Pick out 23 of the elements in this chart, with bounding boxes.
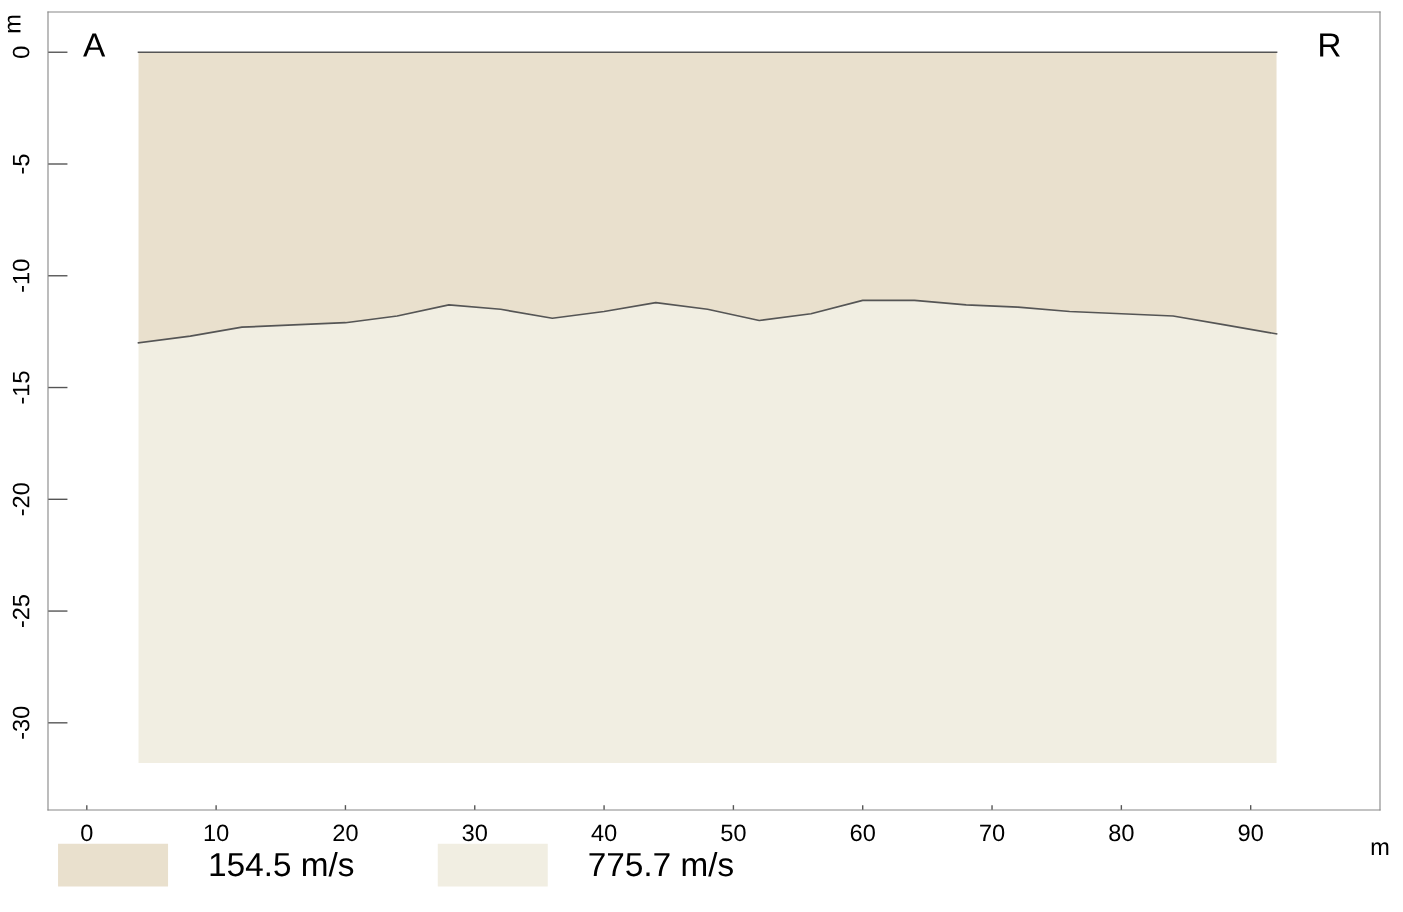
x-tick-label: 90: [1238, 824, 1263, 842]
y-tick-label: -5: [12, 154, 30, 174]
x-tick-label: 40: [591, 824, 617, 842]
legend-label: 154.5 m/s: [210, 851, 354, 877]
y-tick-label: 0: [12, 46, 30, 58]
x-tick-label: 0: [81, 824, 93, 842]
x-tick-label: 50: [721, 824, 746, 842]
x-tick-label: 30: [462, 824, 487, 842]
annotation: R: [1320, 33, 1340, 57]
y-axis-title: m: [7, 15, 21, 33]
annotation: A: [83, 33, 106, 57]
x-tick-label: 70: [980, 824, 1005, 842]
x-tick-label: 80: [1109, 824, 1134, 842]
y-tick-label: -15: [12, 371, 30, 404]
y-tick-label: -20: [12, 483, 30, 516]
legend-label: 775.7 m/s: [589, 851, 733, 877]
x-tick-label: 20: [333, 824, 358, 842]
y-tick-label: -25: [12, 594, 30, 628]
x-tick-label: 60: [850, 824, 875, 842]
y-tick-label: -10: [12, 259, 30, 292]
x-axis-title: m: [1371, 842, 1389, 856]
x-tick-label: 10: [204, 824, 229, 842]
y-tick-label: -30: [12, 706, 30, 739]
